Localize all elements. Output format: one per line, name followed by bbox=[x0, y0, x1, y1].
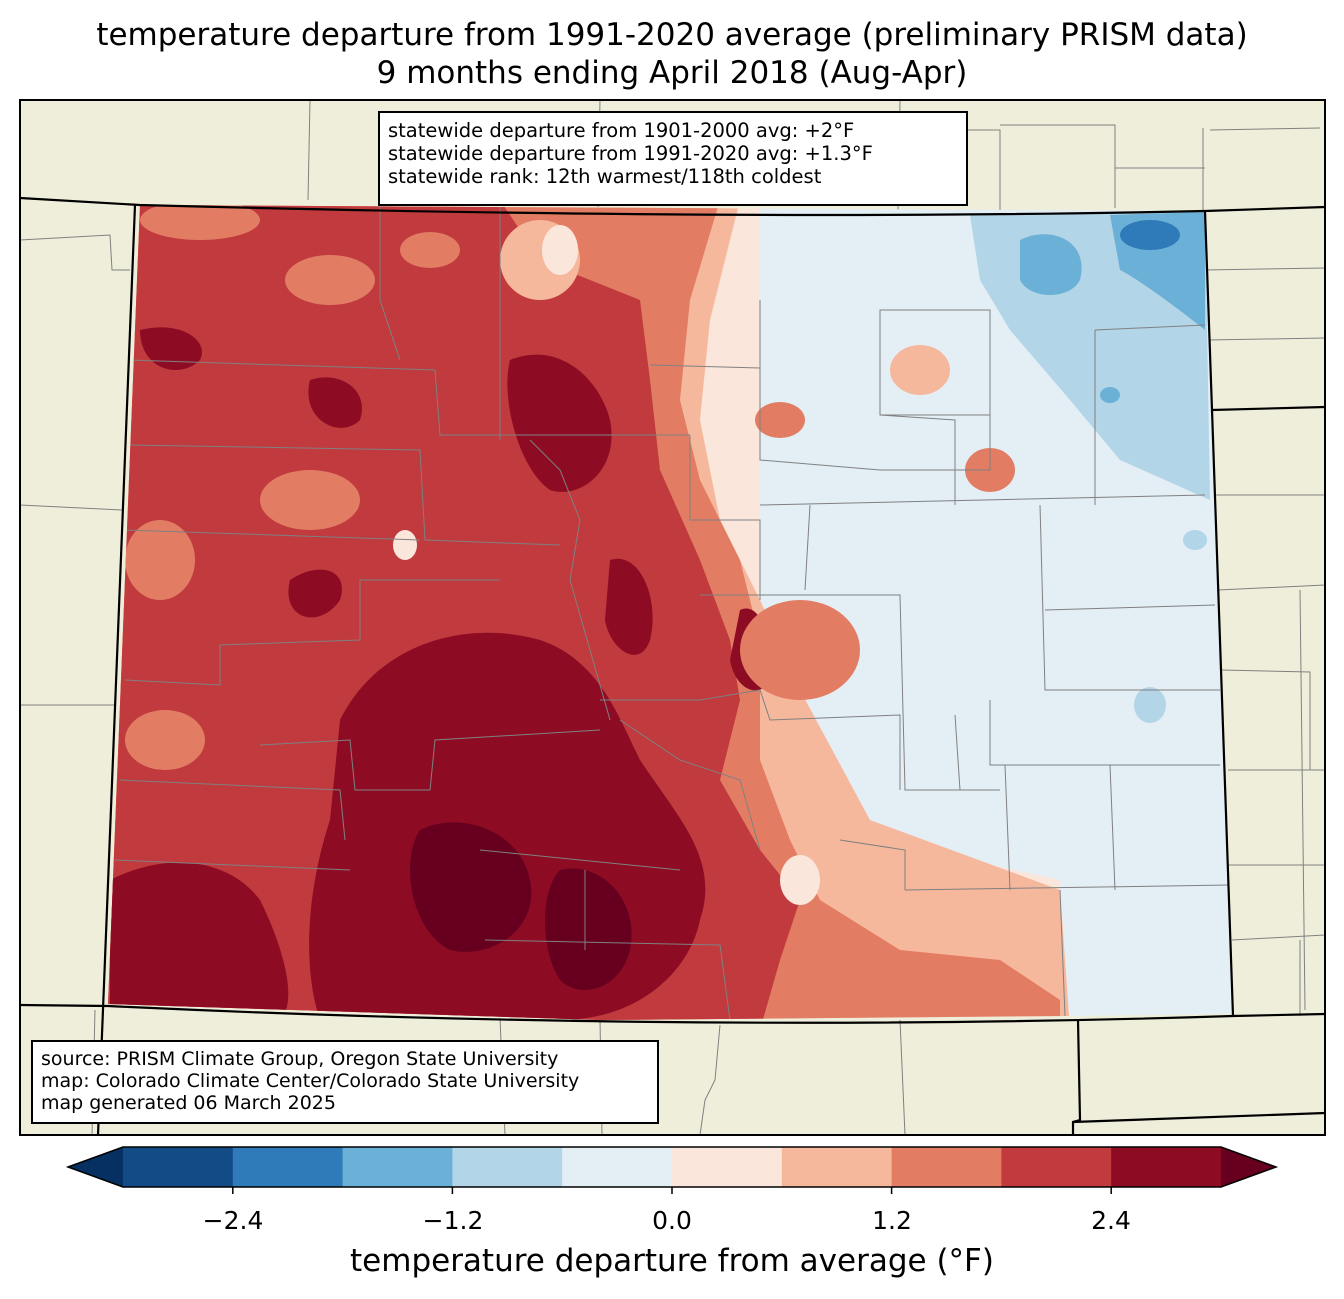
stats-line-1991-2020: statewide departure from 1991-2020 avg: … bbox=[388, 142, 873, 165]
colorbar-bin bbox=[123, 1147, 234, 1187]
colorbar-tick-label: 1.2 bbox=[872, 1206, 912, 1235]
colorbar bbox=[65, 1146, 1279, 1194]
colorbar-bin bbox=[342, 1147, 453, 1187]
colorbar-tick-label: 0.0 bbox=[652, 1206, 692, 1235]
departure-field bbox=[108, 205, 1232, 1020]
state-boundaries bbox=[20, 196, 1325, 1135]
source-credits-box: source: PRISM Climate Group, Oregon Stat… bbox=[31, 1040, 659, 1124]
colorbar-bin bbox=[781, 1147, 893, 1187]
source-line: source: PRISM Climate Group, Oregon Stat… bbox=[41, 1048, 559, 1070]
colorbar-bin bbox=[891, 1147, 1002, 1187]
map-credit-line: map: Colorado Climate Center/Colorado St… bbox=[41, 1070, 580, 1092]
colorbar-under-arrow bbox=[68, 1147, 123, 1187]
generated-date-line: map generated 06 March 2025 bbox=[41, 1092, 336, 1114]
colorbar-outline bbox=[65, 1146, 1279, 1188]
map-title-line2: 9 months ending April 2018 (Aug-Apr) bbox=[376, 55, 968, 91]
colorbar-bin bbox=[562, 1147, 673, 1187]
statewide-stats-box: statewide departure from 1901-2000 avg: … bbox=[378, 111, 968, 206]
colorbar-bin bbox=[672, 1147, 783, 1187]
colorbar-over-arrow bbox=[1221, 1147, 1276, 1187]
colorbar-bin bbox=[232, 1147, 344, 1187]
colorado-county-lines bbox=[114, 205, 1231, 1020]
colorbar-tick-label: −2.4 bbox=[202, 1206, 264, 1235]
map-title-line1: temperature departure from 1991-2020 ave… bbox=[96, 17, 1248, 53]
colorbar-bin bbox=[1111, 1147, 1222, 1187]
stats-line-1901-2000: statewide departure from 1901-2000 avg: … bbox=[388, 119, 855, 142]
colorbar-bin bbox=[452, 1147, 563, 1187]
colorbar-label: temperature departure from average (°F) bbox=[350, 1243, 994, 1279]
map-frame bbox=[19, 99, 1326, 1136]
stats-line-rank: statewide rank: 12th warmest/118th colde… bbox=[388, 165, 822, 188]
colorbar-bin bbox=[1001, 1147, 1112, 1187]
colorbar-tick-label: 2.4 bbox=[1091, 1206, 1131, 1235]
colorbar-tick-label: −1.2 bbox=[422, 1206, 484, 1235]
